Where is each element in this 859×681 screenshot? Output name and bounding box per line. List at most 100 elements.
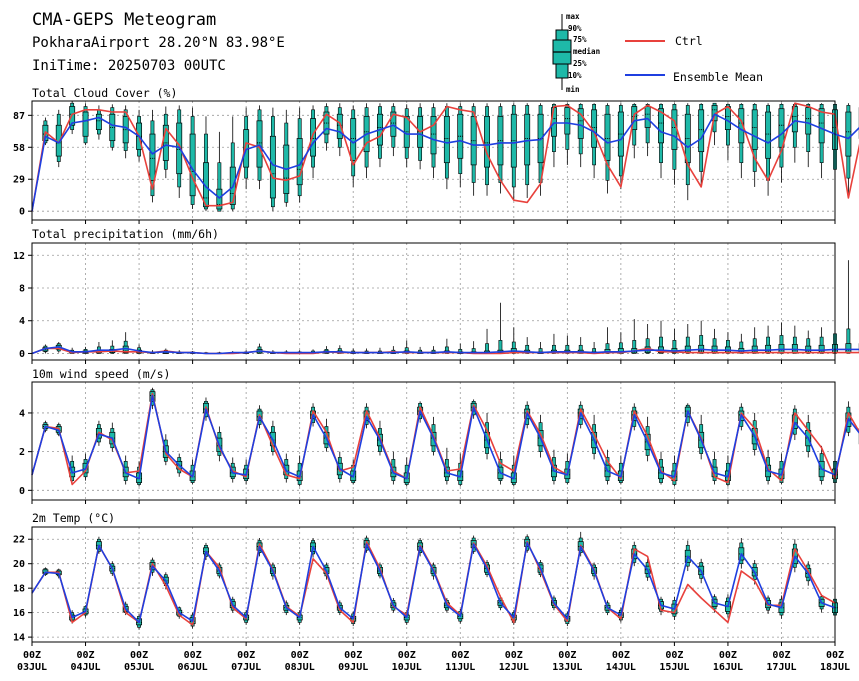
x-tick-hour: 00Z — [184, 650, 202, 661]
y-tick-label: 0 — [19, 486, 25, 497]
box-plot — [818, 103, 825, 179]
box-plot — [417, 103, 424, 170]
x-tick-date: 08JUL — [285, 662, 315, 673]
legend-p90-label: 90% — [568, 24, 582, 33]
box-plot — [69, 455, 76, 485]
box-plot — [684, 324, 691, 354]
panel-frame — [31, 100, 836, 221]
box-plot — [470, 341, 477, 354]
box-p25-p75 — [751, 345, 758, 353]
x-tick-hour: 00Z — [130, 650, 148, 661]
y-tick-label: 20 — [13, 559, 25, 570]
box-plot — [698, 320, 705, 354]
box-p10-p90 — [739, 341, 744, 354]
box-p10-p90 — [444, 346, 449, 354]
x-tick-date: 09JUL — [338, 662, 368, 673]
x-tick-hour: 00Z — [451, 650, 469, 661]
x-tick-hour: 00Z — [77, 650, 95, 661]
x-tick-hour: 00Z — [558, 650, 576, 661]
box-plot — [684, 103, 691, 201]
box-p25-p75 — [216, 188, 223, 210]
x-tick-hour: 00Z — [398, 650, 416, 661]
x-tick-date: 13JUL — [552, 662, 582, 673]
box-plot — [363, 103, 370, 179]
box-p10-p90 — [846, 328, 851, 354]
ctrl-line — [31, 102, 859, 212]
box-p25-p75 — [805, 107, 812, 135]
y-tick-label: 4 — [19, 408, 25, 419]
box-plot — [497, 103, 504, 194]
box-p10-p90 — [605, 343, 610, 354]
chart-title: CMA-GEPS Meteogram — [32, 10, 216, 30]
box-plot — [510, 103, 517, 201]
box-p25-p75 — [751, 109, 758, 150]
box-plot — [457, 103, 464, 187]
box-plot — [805, 103, 812, 168]
y-tick-label: 0 — [19, 207, 25, 218]
box-plot — [109, 104, 116, 151]
panel-3: 10m wind speed (m/s) 0 2 4 — [19, 367, 859, 504]
box-p10-p90 — [217, 162, 222, 212]
box-p25-p75 — [310, 118, 317, 157]
box-p25-p75 — [336, 113, 343, 139]
panel-4: 2m Temp (°C) 14 16 18 20 22 — [13, 511, 838, 646]
x-tick-date: 15JUL — [659, 662, 689, 673]
box-p25-p75 — [818, 108, 825, 144]
x-tick-hour: 00Z — [23, 650, 41, 661]
box-plot — [269, 107, 276, 212]
box-plot — [751, 327, 758, 354]
box-p25-p75 — [443, 116, 450, 164]
init-time-label: IniTime: 20250703 00UTC — [32, 58, 226, 74]
panel-title: 2m Temp (°C) — [32, 511, 115, 525]
box-p10-p90 — [699, 335, 704, 354]
box-p10-p90 — [632, 340, 637, 354]
box-p25-p75 — [644, 106, 651, 128]
box-p10-p90 — [525, 344, 530, 354]
box-plot — [671, 328, 678, 354]
box-p25-p75 — [791, 106, 798, 133]
box-plot — [751, 103, 758, 187]
box-p10-p90 — [552, 344, 556, 354]
y-tick-label: 22 — [13, 535, 25, 546]
panel-frame — [31, 242, 836, 361]
box-plot — [484, 328, 490, 354]
box-p25-p75 — [484, 116, 490, 168]
box-p25-p75 — [256, 120, 263, 168]
box-p25-p75 — [818, 344, 825, 353]
box-plot — [591, 103, 598, 179]
box-plot — [390, 103, 397, 157]
box-plot — [296, 107, 303, 203]
x-tick-date: 05JUL — [124, 662, 154, 673]
box-p25-p75 — [149, 133, 156, 181]
box-plot — [791, 103, 798, 163]
x-tick-hour: 00Z — [237, 650, 255, 661]
box-plot — [524, 103, 531, 198]
box-p10-p90 — [672, 340, 677, 354]
box-plot — [845, 260, 852, 354]
box-p25-p75 — [82, 111, 89, 137]
x-tick-hour: 00Z — [612, 650, 630, 661]
box-plot — [765, 103, 772, 196]
panel-title: 10m wind speed (m/s) — [32, 367, 170, 381]
panel-1: Total Cloud Cover (%) 0 29 58 87 — [13, 86, 859, 224]
x-tick-date: 14JUL — [606, 662, 636, 673]
box-p10-p90 — [511, 341, 516, 354]
box-p25-p75 — [604, 113, 611, 161]
y-tick-label: 12 — [13, 251, 25, 262]
box-legend: max 90% 75% median 25% 10% min — [552, 12, 600, 94]
box-p25-p75 — [524, 113, 531, 166]
box-p25-p75 — [845, 111, 852, 157]
box-p25-p75 — [778, 344, 785, 353]
y-tick-label: 29 — [13, 175, 25, 186]
x-tick-date: 10JUL — [392, 662, 422, 673]
x-tick-hour: 00Z — [826, 650, 844, 661]
x-tick-hour: 00Z — [291, 650, 309, 661]
box-plot — [658, 103, 664, 179]
box-p25-p75 — [765, 111, 772, 159]
